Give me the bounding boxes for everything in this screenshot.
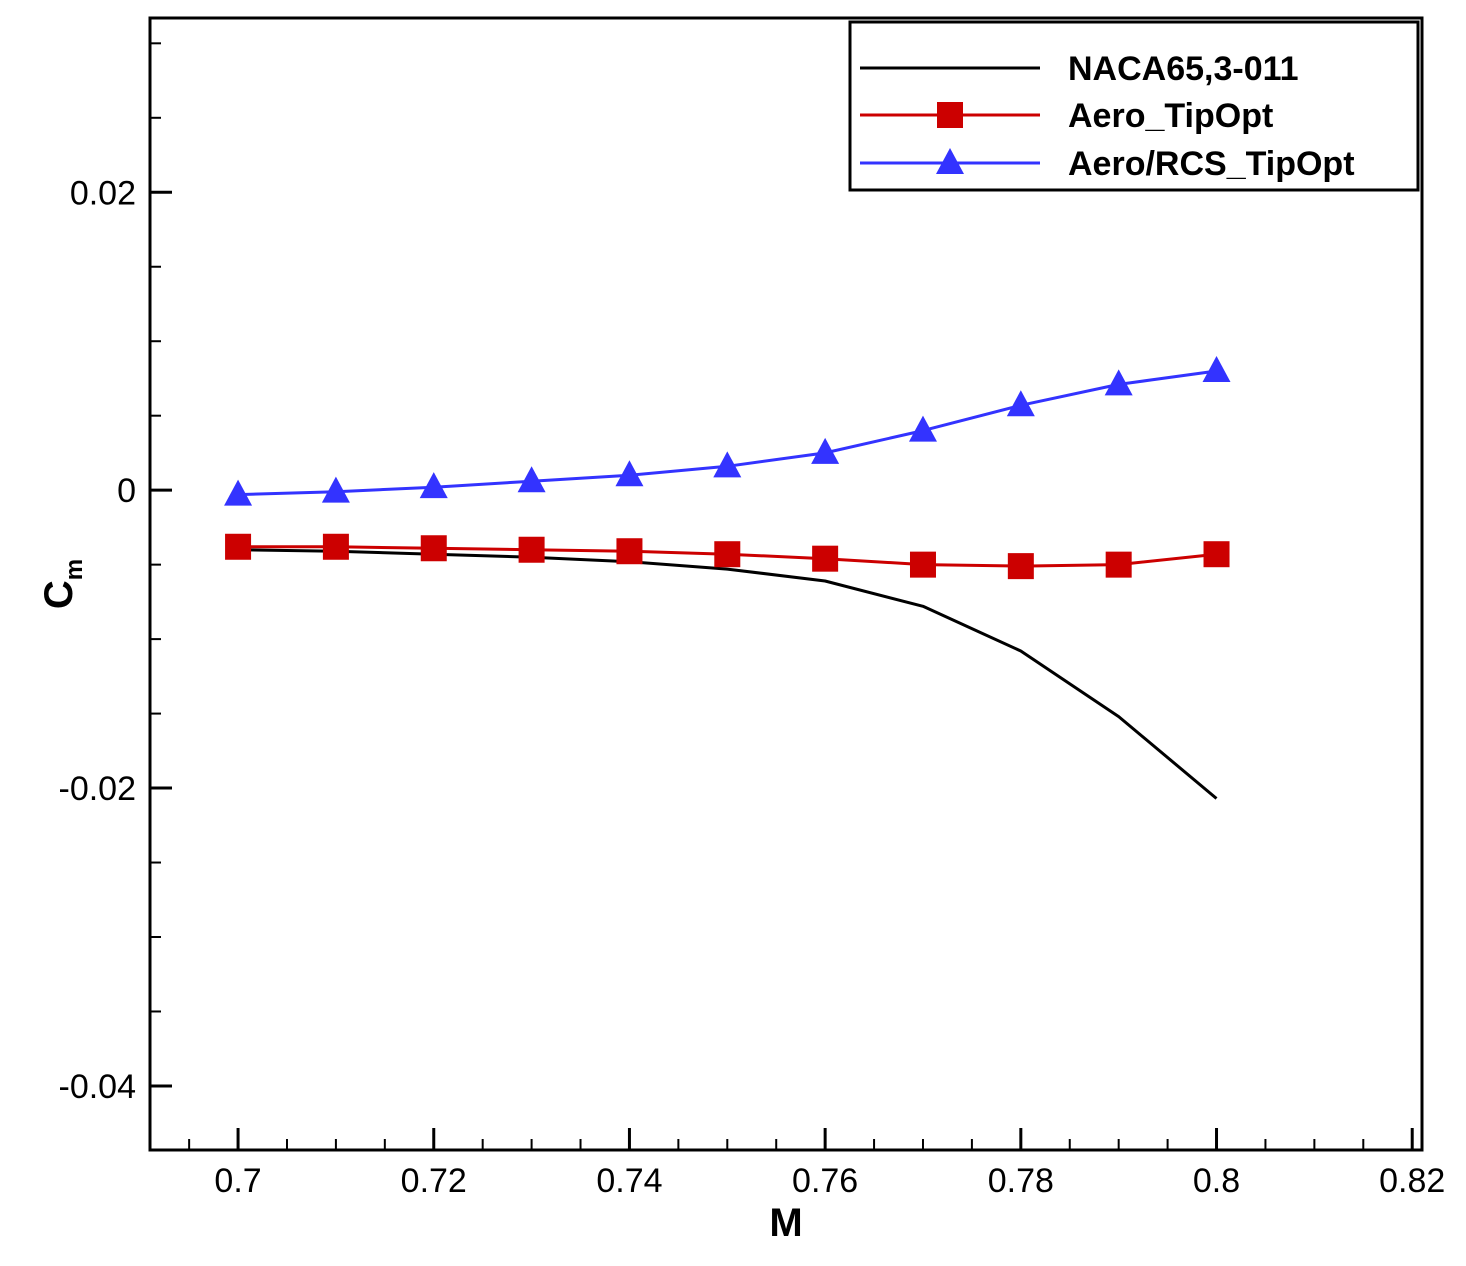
legend-label-naca: NACA65,3-011 bbox=[1068, 50, 1299, 88]
series-naca65-3-011 bbox=[238, 548, 1218, 800]
data-point-aero-rcs-tipopt bbox=[713, 451, 742, 478]
legend-item-naca: NACA65,3-011 bbox=[860, 50, 1299, 88]
x-tick-label: 0.72 bbox=[401, 1162, 467, 1200]
data-point-aero-rcs-tipopt bbox=[1202, 356, 1231, 383]
plot-frame bbox=[148, 16, 1424, 1152]
series-aero-tipopt bbox=[225, 533, 1230, 580]
legend-label-aero: Aero_TipOpt bbox=[1068, 97, 1273, 135]
data-point-aero-rcs-tipopt bbox=[1006, 390, 1035, 417]
x-tick-label: 0.76 bbox=[792, 1162, 858, 1200]
x-tick-label: 0.8 bbox=[1193, 1162, 1240, 1200]
svg-text:Cm: Cm bbox=[37, 559, 88, 609]
data-point-aero-tipopt bbox=[225, 533, 252, 560]
x-tick-label: 0.78 bbox=[988, 1162, 1054, 1200]
y-axis-title-subscript: m bbox=[61, 559, 88, 580]
y-axis-ticks: 0.02 0 -0.02 -0.04 bbox=[59, 42, 172, 1106]
data-point-aero-tipopt bbox=[1105, 551, 1132, 578]
legend: NACA65,3-011 Aero_TipOpt Aero/RCS_TipOpt bbox=[848, 20, 1420, 192]
legend-item-aero: Aero_TipOpt bbox=[860, 97, 1273, 135]
data-point-aero-tipopt bbox=[518, 536, 545, 563]
data-point-aero-tipopt bbox=[420, 535, 447, 562]
legend-marker-triangle bbox=[936, 148, 964, 174]
x-tick-label: 0.7 bbox=[214, 1162, 261, 1200]
y-tick-label: -0.02 bbox=[59, 770, 137, 808]
series-aero-rcs-tipopt bbox=[224, 356, 1231, 506]
y-axis-title: Cm bbox=[37, 559, 88, 609]
legend-marker-square bbox=[937, 102, 963, 128]
data-point-aero-rcs-tipopt bbox=[615, 460, 644, 487]
x-axis-ticks: 0.7 0.72 0.74 0.76 0.78 0.8 0.82 bbox=[188, 1128, 1445, 1200]
data-point-aero-rcs-tipopt bbox=[1104, 369, 1133, 396]
data-point-aero-rcs-tipopt bbox=[224, 479, 253, 506]
y-tick-label: 0 bbox=[117, 472, 136, 510]
data-point-aero-rcs-tipopt bbox=[517, 466, 546, 493]
data-point-aero-tipopt bbox=[1203, 541, 1230, 568]
x-axis-title: M bbox=[769, 1201, 802, 1245]
series-layer bbox=[224, 356, 1231, 800]
data-point-aero-tipopt bbox=[714, 541, 741, 568]
y-tick-label: 0.02 bbox=[70, 174, 136, 212]
data-point-aero-rcs-tipopt bbox=[419, 472, 448, 499]
y-axis-title-main: C bbox=[37, 580, 81, 609]
data-point-aero-tipopt bbox=[322, 533, 349, 560]
series-line-naca65-3-011 bbox=[238, 548, 1218, 800]
y-tick-label: -0.04 bbox=[59, 1068, 137, 1106]
legend-item-aero-rcs: Aero/RCS_TipOpt bbox=[860, 145, 1355, 183]
data-point-aero-tipopt bbox=[812, 545, 839, 572]
data-point-aero-tipopt bbox=[1007, 553, 1034, 580]
data-point-aero-rcs-tipopt bbox=[811, 437, 840, 464]
data-point-aero-tipopt bbox=[616, 538, 643, 565]
data-point-aero-rcs-tipopt bbox=[908, 415, 937, 442]
x-tick-label: 0.74 bbox=[596, 1162, 662, 1200]
data-point-aero-rcs-tipopt bbox=[321, 476, 350, 503]
legend-label-aero-rcs: Aero/RCS_TipOpt bbox=[1068, 145, 1355, 183]
data-point-aero-tipopt bbox=[909, 551, 936, 578]
x-tick-label: 0.82 bbox=[1379, 1162, 1445, 1200]
